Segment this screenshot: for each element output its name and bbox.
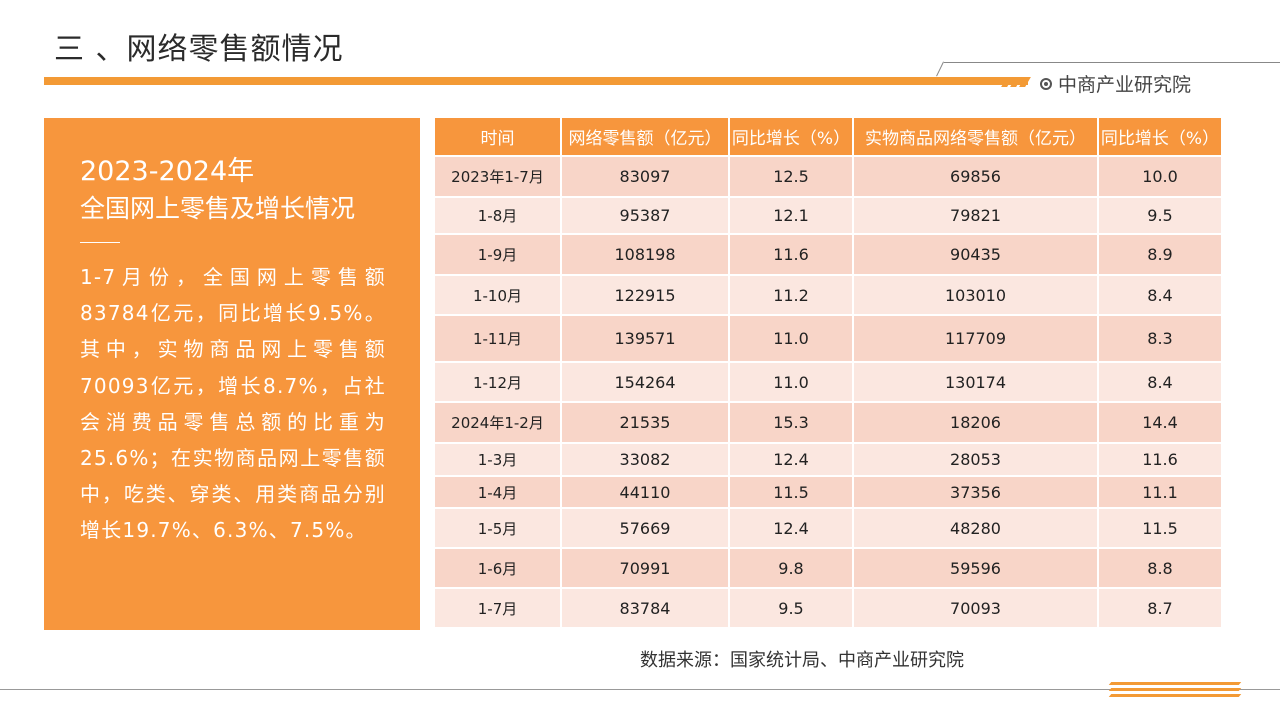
cell-physical-yoy: 8.4	[1098, 275, 1223, 316]
footer-divider	[0, 689, 1280, 690]
header-time: 时间	[435, 118, 562, 157]
cell-online-retail: 83784	[561, 588, 730, 629]
panel-heading-subtitle: 全国网上零售及增长情况	[80, 194, 356, 223]
target-circle-icon	[1040, 77, 1052, 90]
cell-physical-retail: 28053	[853, 443, 1099, 477]
online-retail-table: 时间 网络零售额（亿元） 同比增长（%） 实物商品网络零售额（亿元） 同比增长（…	[435, 118, 1223, 629]
cell-time: 2023年1-7月	[435, 156, 562, 198]
cell-time: 1-3月	[435, 443, 562, 477]
cell-physical-retail: 48280	[853, 508, 1099, 549]
data-source-note: 数据来源：国家统计局、中商产业研究院	[640, 650, 964, 671]
cell-yoy-growth: 12.4	[729, 443, 854, 477]
cell-physical-yoy: 14.4	[1098, 402, 1223, 444]
cell-yoy-growth: 11.6	[729, 234, 854, 276]
cell-physical-yoy: 8.7	[1098, 588, 1223, 629]
brand-name: 中商产业研究院	[1058, 74, 1192, 96]
cell-time: 1-6月	[435, 548, 562, 589]
header-yoy-growth: 同比增长（%）	[729, 118, 854, 157]
cell-time: 1-10月	[435, 275, 562, 316]
cell-online-retail: 44110	[561, 476, 730, 509]
cell-online-retail: 95387	[561, 197, 730, 235]
cell-physical-retail: 79821	[853, 197, 1099, 235]
cell-yoy-growth: 9.5	[729, 588, 854, 629]
title-divider-slant	[936, 61, 944, 77]
cell-physical-retail: 70093	[853, 588, 1099, 629]
cell-physical-retail: 117709	[853, 315, 1099, 363]
cell-physical-yoy: 8.4	[1098, 362, 1223, 403]
cell-time: 1-7月	[435, 588, 562, 629]
panel-body-text: 1-7月份，全国网上零售额83784亿元，同比增长9.5%。其中，实物商品网上零…	[80, 265, 386, 543]
cell-physical-yoy: 11.6	[1098, 443, 1223, 477]
brand-logo: 中商产业研究院	[1040, 70, 1191, 97]
cell-physical-yoy: 8.3	[1098, 315, 1223, 363]
table-row: 2023年1-7月 83097 12.5 69856 10.0	[435, 156, 1223, 198]
table-row: 1-12月 154264 11.0 130174 8.4	[435, 362, 1223, 403]
table-row: 1-7月 83784 9.5 70093 8.7	[435, 588, 1223, 629]
header-physical-goods-retail: 实物商品网络零售额（亿元）	[853, 118, 1099, 157]
cell-online-retail: 108198	[561, 234, 730, 276]
cell-online-retail: 122915	[561, 275, 730, 316]
table-row: 1-5月 57669 12.4 48280 11.5	[435, 508, 1223, 549]
cell-physical-retail: 103010	[853, 275, 1099, 316]
cell-time: 1-11月	[435, 315, 562, 363]
cell-yoy-growth: 11.2	[729, 275, 854, 316]
stripes-decoration	[1000, 77, 1031, 87]
cell-online-retail: 57669	[561, 508, 730, 549]
header-physical-yoy-growth: 同比增长（%）	[1098, 118, 1223, 157]
table-header-row: 时间 网络零售额（亿元） 同比增长（%） 实物商品网络零售额（亿元） 同比增长（…	[435, 118, 1223, 157]
title-accent-bar	[44, 77, 1028, 85]
cell-time: 1-4月	[435, 476, 562, 509]
cell-physical-retail: 59596	[853, 548, 1099, 589]
cell-yoy-growth: 15.3	[729, 402, 854, 444]
cell-yoy-growth: 11.0	[729, 362, 854, 403]
cell-online-retail: 33082	[561, 443, 730, 477]
cell-time: 1-12月	[435, 362, 562, 403]
cell-physical-yoy: 8.9	[1098, 234, 1223, 276]
cell-time: 1-5月	[435, 508, 562, 549]
table-row: 1-3月 33082 12.4 28053 11.6	[435, 443, 1223, 477]
cell-physical-yoy: 9.5	[1098, 197, 1223, 235]
footer-stripes-decoration	[1108, 682, 1242, 697]
cell-physical-retail: 69856	[853, 156, 1099, 198]
cell-physical-retail: 130174	[853, 362, 1099, 403]
cell-physical-yoy: 11.1	[1098, 476, 1223, 509]
table-row: 1-8月 95387 12.1 79821 9.5	[435, 197, 1223, 235]
cell-yoy-growth: 11.5	[729, 476, 854, 509]
cell-yoy-growth: 11.0	[729, 315, 854, 363]
cell-time: 1-8月	[435, 197, 562, 235]
cell-yoy-growth: 9.8	[729, 548, 854, 589]
table-row: 1-9月 108198 11.6 90435 8.9	[435, 234, 1223, 276]
cell-yoy-growth: 12.4	[729, 508, 854, 549]
cell-yoy-growth: 12.1	[729, 197, 854, 235]
summary-panel: 2023-2024年 全国网上零售及增长情况 1-7月份，全国网上零售额8378…	[44, 118, 420, 630]
table-row: 2024年1-2月 21535 15.3 18206 14.4	[435, 402, 1223, 444]
cell-physical-retail: 18206	[853, 402, 1099, 444]
page-title: 三 、网络零售额情况	[54, 32, 344, 67]
cell-physical-yoy: 11.5	[1098, 508, 1223, 549]
table-row: 1-4月 44110 11.5 37356 11.1	[435, 476, 1223, 509]
cell-physical-yoy: 10.0	[1098, 156, 1223, 198]
cell-online-retail: 70991	[561, 548, 730, 589]
panel-divider	[80, 242, 120, 243]
header-online-retail: 网络零售额（亿元）	[561, 118, 730, 157]
cell-physical-retail: 90435	[853, 234, 1099, 276]
panel-heading-year: 2023-2024年	[80, 156, 255, 187]
title-divider-line	[944, 62, 1280, 63]
table-row: 1-10月 122915 11.2 103010 8.4	[435, 275, 1223, 316]
cell-yoy-growth: 12.5	[729, 156, 854, 198]
table-row: 1-6月 70991 9.8 59596 8.8	[435, 548, 1223, 589]
cell-physical-yoy: 8.8	[1098, 548, 1223, 589]
cell-time: 2024年1-2月	[435, 402, 562, 444]
cell-online-retail: 83097	[561, 156, 730, 198]
table-row: 1-11月 139571 11.0 117709 8.3	[435, 315, 1223, 363]
cell-physical-retail: 37356	[853, 476, 1099, 509]
cell-online-retail: 154264	[561, 362, 730, 403]
cell-time: 1-9月	[435, 234, 562, 276]
cell-online-retail: 21535	[561, 402, 730, 444]
cell-online-retail: 139571	[561, 315, 730, 363]
